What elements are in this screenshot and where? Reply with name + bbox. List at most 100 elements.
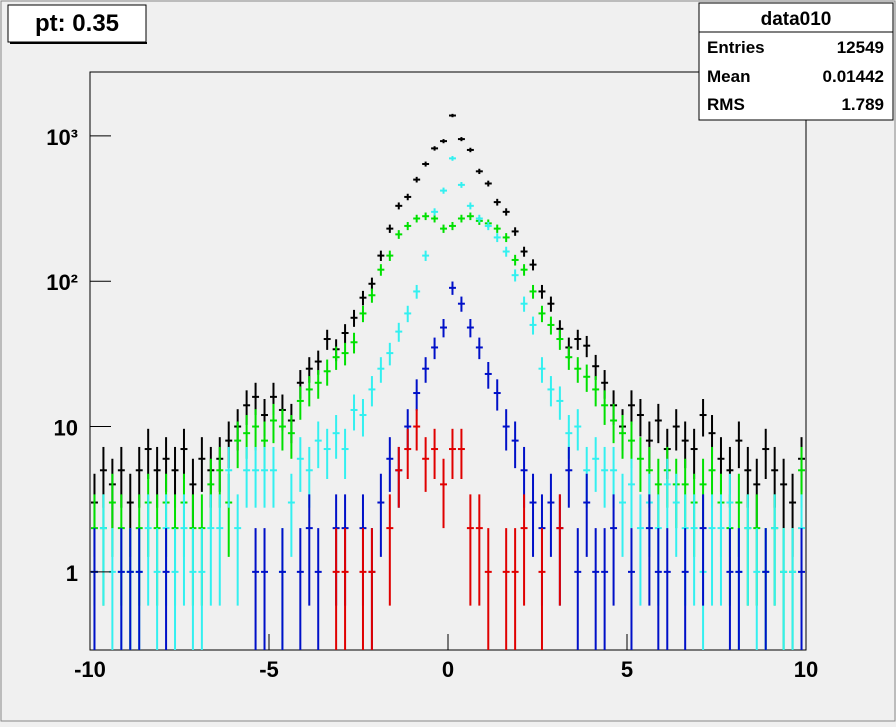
data-point [681, 528, 689, 650]
data-point [457, 137, 465, 142]
stats-value: 12549 [837, 38, 884, 57]
data-point [350, 309, 358, 327]
data-point [511, 254, 519, 266]
title-box [7, 4, 147, 43]
data-point [377, 264, 385, 276]
data-point [386, 250, 394, 261]
data-point [457, 181, 465, 188]
marks [91, 113, 805, 650]
data-point [583, 335, 591, 358]
data-point [413, 409, 421, 451]
x-tick-label: 5 [621, 657, 633, 682]
data-point [287, 415, 295, 459]
data-point [440, 319, 447, 338]
data-point [547, 376, 555, 407]
data-point [619, 415, 626, 459]
data-point [386, 437, 394, 492]
data-point [466, 147, 474, 153]
data-point [663, 458, 671, 529]
data-point [574, 409, 582, 451]
data-point [466, 319, 474, 338]
data-point [386, 494, 394, 606]
data-point [610, 403, 618, 444]
data-point [296, 386, 304, 420]
data-point [422, 250, 430, 261]
data-point [466, 494, 474, 606]
data-point [422, 437, 430, 492]
data-point [359, 290, 367, 306]
x-tick-label: -5 [259, 657, 279, 682]
data-point [654, 528, 662, 650]
data-point [234, 494, 242, 606]
data-point [332, 346, 340, 370]
data-point [511, 528, 519, 650]
data-point [449, 113, 456, 118]
data-point [252, 446, 260, 508]
data-point [278, 528, 286, 650]
data-point [252, 409, 260, 451]
data-point [216, 494, 224, 606]
data-point [645, 494, 653, 606]
data-point [457, 214, 465, 223]
data-point [332, 415, 340, 459]
data-point [565, 446, 573, 508]
data-point [153, 528, 161, 650]
data-point [314, 421, 322, 469]
data-point [520, 264, 528, 276]
data-point [636, 437, 644, 492]
data-point [457, 296, 465, 312]
data-point [780, 528, 788, 650]
data-point [628, 390, 635, 425]
data-point [135, 528, 143, 650]
data-point [636, 399, 644, 437]
data-point [529, 316, 537, 335]
data-point [431, 146, 439, 151]
data-point [350, 332, 358, 354]
data-point [636, 494, 644, 606]
data-point [278, 409, 286, 451]
data-point [574, 357, 582, 383]
data-point [180, 428, 188, 480]
data-point [198, 437, 206, 492]
data-point [466, 212, 474, 221]
data-point [207, 494, 215, 606]
data-point [368, 376, 376, 407]
data-point [690, 494, 698, 606]
data-point [789, 528, 797, 650]
data-point [422, 212, 430, 221]
data-point [663, 528, 671, 650]
data-point [449, 156, 456, 161]
data-point [440, 139, 447, 144]
data-point [368, 277, 376, 291]
stats-key: Mean [707, 67, 750, 86]
data-point [493, 233, 501, 243]
data-point [466, 202, 474, 210]
data-point [520, 296, 528, 312]
data-point [735, 421, 743, 469]
data-point [601, 390, 609, 425]
data-point [520, 494, 528, 606]
data-point [431, 208, 439, 216]
data-point [117, 528, 125, 650]
data-point [538, 528, 546, 650]
data-point [520, 246, 528, 257]
data-point [529, 259, 537, 271]
data-point [395, 322, 403, 342]
stats-value: 0.01442 [823, 67, 884, 86]
data-point [592, 437, 600, 492]
data-point [619, 473, 626, 557]
data-point [440, 458, 447, 529]
data-point [484, 362, 492, 389]
stats-title: data010 [761, 9, 832, 30]
data-point [422, 161, 430, 167]
data-point [386, 224, 394, 233]
stats-key: RMS [707, 95, 745, 114]
data-point [672, 473, 680, 557]
data-point [341, 342, 349, 366]
data-point [511, 421, 519, 469]
data-point [628, 458, 635, 529]
data-point [475, 337, 483, 360]
data-point [377, 250, 385, 261]
data-point [440, 187, 447, 194]
data-point [556, 386, 564, 420]
